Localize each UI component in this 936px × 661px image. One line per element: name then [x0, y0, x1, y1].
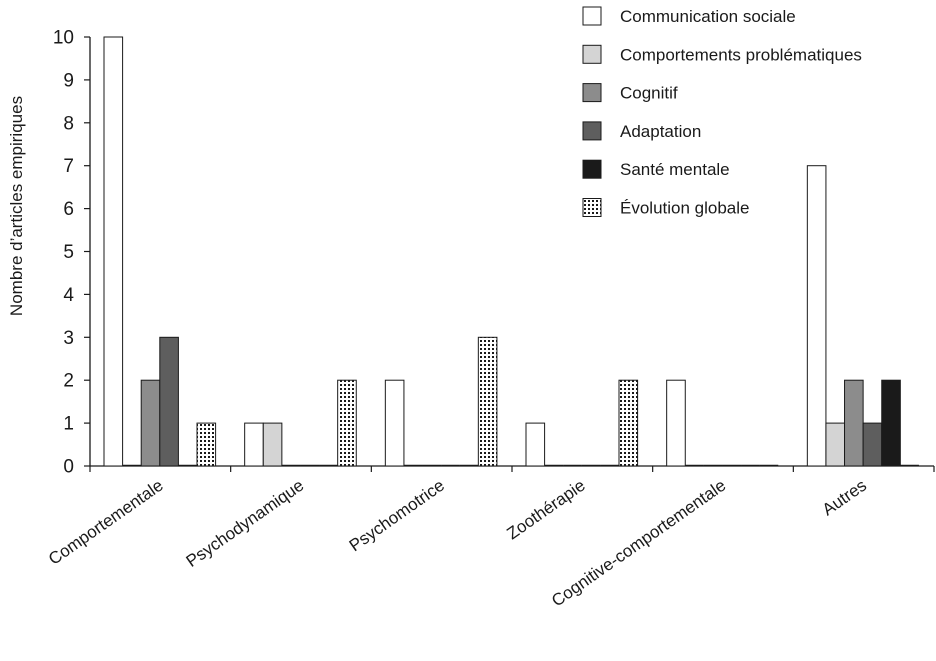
x-tick-label: Psychodynamique	[183, 476, 308, 571]
y-tick-label: 8	[63, 113, 74, 134]
bar-comportementale-adaptation	[159, 336, 179, 467]
legend-swatch-cognitif	[582, 83, 602, 103]
legend-label: Comportements problématiques	[620, 45, 862, 64]
bar-comportementale-communication-sociale	[103, 36, 124, 467]
y-tick-label: 1	[63, 414, 74, 435]
y-tick-label: 6	[63, 199, 74, 220]
bar-zootherapie-communication-sociale	[525, 422, 546, 467]
y-tick-label: 0	[63, 457, 74, 478]
y-tick-label: 9	[63, 70, 74, 91]
bar-zootherapie-evolution-globale	[618, 379, 639, 467]
legend-swatch-communication-sociale	[582, 6, 602, 26]
plot-area: 0 1 2 3 4 5 6 7 8 9 10 Comportementale Psychodynamiq…	[45, 28, 935, 611]
legend-label: Évolution globale	[620, 199, 749, 218]
legend-label: Cognitif	[620, 84, 678, 103]
bar-comportementale-evolution-globale	[196, 422, 217, 467]
x-tick-label: Zoothérapie	[503, 476, 588, 544]
bar-autres-cognitif	[844, 379, 864, 467]
legend-label: Adaptation	[620, 122, 701, 141]
bar-comportementale-cognitif	[140, 379, 161, 467]
legend-swatch-sante-mentale	[582, 159, 602, 179]
x-tick-label: Comportementale	[45, 476, 167, 569]
y-tick-label: 5	[63, 242, 74, 263]
legend-swatch-adaptation	[582, 121, 602, 141]
bar-autres-sante-mentale	[881, 379, 901, 467]
y-tick-label: 3	[63, 328, 74, 349]
bar-psychodynamique-communication-sociale	[244, 422, 264, 467]
bar-cognitive-comportementale-communication-sociale	[666, 379, 686, 467]
bar-psychodynamique-comportements-problematiques	[262, 422, 283, 467]
legend-label: Santé mentale	[620, 160, 730, 179]
y-tick-label: 2	[63, 371, 74, 392]
legend-swatch-comportements-problematiques	[582, 44, 602, 64]
y-axis-title: Nombre d’articles empiriques	[7, 96, 26, 316]
bar-psychodynamique-evolution-globale	[337, 379, 357, 467]
bar-psychomotrice-communication-sociale	[384, 379, 405, 467]
bar-psychomotrice-evolution-globale	[477, 336, 498, 467]
x-tick-label: Psychomotrice	[346, 476, 448, 556]
y-tick-label: 10	[53, 28, 74, 49]
legend-swatch-evolution-globale	[582, 198, 602, 217]
bar-autres-communication-sociale	[806, 165, 827, 467]
bar-autres-comportements-problematiques	[825, 422, 846, 467]
x-tick-label: Autres	[819, 476, 870, 520]
y-tick-label: 4	[63, 285, 74, 306]
legend-label: Communication sociale	[620, 7, 796, 26]
legend: Communication sociale Comportements probl…	[582, 6, 862, 218]
y-tick-label: 7	[63, 156, 74, 177]
bar-autres-adaptation	[862, 422, 883, 467]
